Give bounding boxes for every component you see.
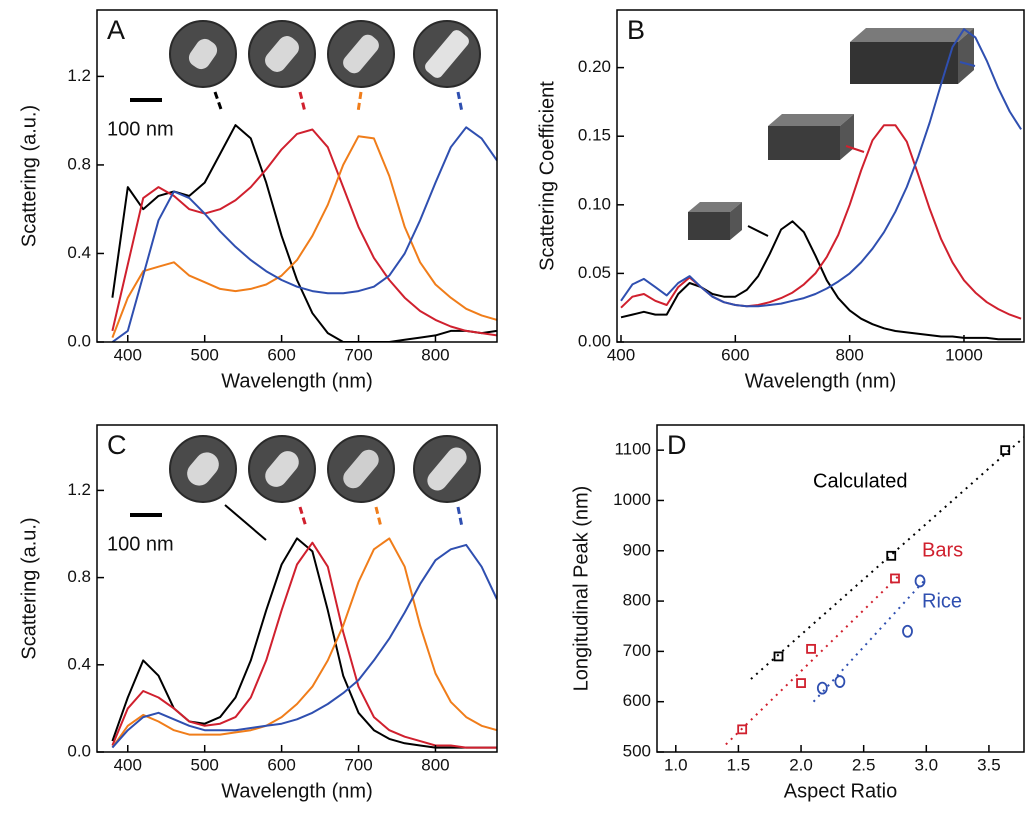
spectrum-line — [111, 124, 497, 342]
data-point — [816, 681, 828, 695]
series-label: Bars — [922, 539, 963, 561]
panel-label: A — [107, 15, 125, 45]
x-tick-label: 600 — [267, 345, 295, 364]
panel-label: B — [627, 15, 645, 45]
y-tick-label: 600 — [623, 691, 651, 710]
data-point — [890, 573, 900, 584]
fit-line — [812, 577, 928, 703]
x-axis-label: Wavelength (nm) — [221, 780, 373, 802]
y-tick-label: 1000 — [613, 490, 651, 509]
data-point — [886, 550, 897, 561]
x-tick-label: 3.0 — [914, 755, 938, 774]
x-tick-label: 2.0 — [789, 755, 813, 774]
series-label: Calculated — [813, 470, 908, 492]
y-tick-label: 0.15 — [578, 126, 611, 145]
y-tick-label: 1100 — [614, 440, 651, 459]
y-tick-label: 0.00 — [578, 331, 611, 350]
panel-label: D — [667, 430, 687, 460]
y-tick-label: 800 — [623, 591, 651, 610]
spectrum-line — [111, 543, 497, 749]
x-tick-label: 400 — [114, 755, 142, 774]
panel — [111, 124, 497, 342]
spectrum-line — [111, 126, 497, 342]
y-axis-label: Scattering Coefficient — [536, 81, 558, 271]
x-axis-label: Wavelength (nm) — [745, 370, 897, 392]
data-point — [796, 678, 806, 688]
y-axis-label: Scattering (a.u.) — [18, 105, 40, 247]
x-tick-label: 500 — [191, 345, 219, 364]
y-tick-label: 0.05 — [578, 263, 611, 282]
spectrum-line — [620, 124, 1022, 320]
x-axis-label: Aspect Ratio — [784, 780, 897, 802]
plot-frame — [96, 9, 498, 343]
x-tick-label: 400 — [114, 345, 142, 364]
x-tick-label: 400 — [607, 345, 635, 364]
plot-frame — [656, 424, 1025, 753]
spectrum-line — [620, 28, 1022, 308]
y-tick-label: 0.10 — [578, 194, 611, 213]
x-tick-label: 800 — [421, 345, 449, 364]
fit-line — [725, 572, 902, 746]
x-tick-label: 800 — [421, 755, 449, 774]
x-tick-label: 800 — [835, 345, 863, 364]
data-point — [806, 643, 816, 654]
x-tick-label: 1.5 — [727, 755, 751, 774]
data-point — [1000, 445, 1011, 456]
data-point — [737, 724, 748, 735]
y-tick-label: 0.4 — [67, 654, 91, 673]
y-tick-label: 0.8 — [67, 154, 91, 173]
x-tick-label: 3.5 — [977, 755, 1001, 774]
y-tick-label: 500 — [623, 741, 651, 760]
x-tick-label: 700 — [344, 755, 372, 774]
x-tick-label: 600 — [721, 345, 749, 364]
data-point — [902, 624, 913, 638]
y-tick-label: 0.4 — [67, 243, 91, 262]
panel — [725, 435, 1024, 746]
x-tick-label: 1000 — [945, 345, 983, 364]
panel-label: C — [107, 430, 127, 460]
plot-frame — [616, 9, 1025, 343]
y-tick-label: 900 — [623, 540, 651, 559]
y-tick-label: 0.20 — [578, 57, 611, 76]
scale-bar-label: 100 nm — [107, 533, 174, 555]
spectrum-line — [111, 537, 497, 749]
sem-insets — [130, 435, 481, 541]
y-tick-label: 0.0 — [67, 331, 91, 350]
scale-bar-label: 100 nm — [107, 118, 174, 140]
x-axis-label: Wavelength (nm) — [221, 370, 373, 392]
y-axis-label: Scattering (a.u.) — [18, 517, 40, 659]
spectrum-line — [111, 541, 497, 749]
y-tick-label: 1.2 — [67, 66, 91, 85]
plot-frame — [96, 424, 498, 753]
data-point — [834, 675, 846, 688]
x-tick-label: 500 — [191, 755, 219, 774]
x-tick-label: 700 — [344, 345, 372, 364]
spectrum-line — [111, 135, 497, 338]
data-point — [914, 574, 926, 588]
panel — [620, 28, 1022, 341]
y-tick-label: 1.2 — [67, 480, 91, 499]
x-tick-label: 600 — [267, 755, 295, 774]
x-tick-label: 1.0 — [664, 755, 688, 774]
panel — [111, 537, 497, 749]
y-tick-label: 0.0 — [67, 741, 91, 760]
sem-insets — [130, 20, 481, 113]
spectrum-line — [111, 128, 497, 337]
data-point — [773, 651, 784, 662]
series-label: Rice — [922, 590, 962, 612]
x-tick-label: 2.5 — [852, 755, 876, 774]
cuboid-insets — [688, 28, 976, 240]
y-axis-label: Longitudinal Peak (nm) — [570, 486, 592, 692]
y-tick-label: 700 — [623, 641, 651, 660]
spectrum-line — [620, 220, 1022, 341]
y-tick-label: 0.8 — [67, 567, 91, 586]
